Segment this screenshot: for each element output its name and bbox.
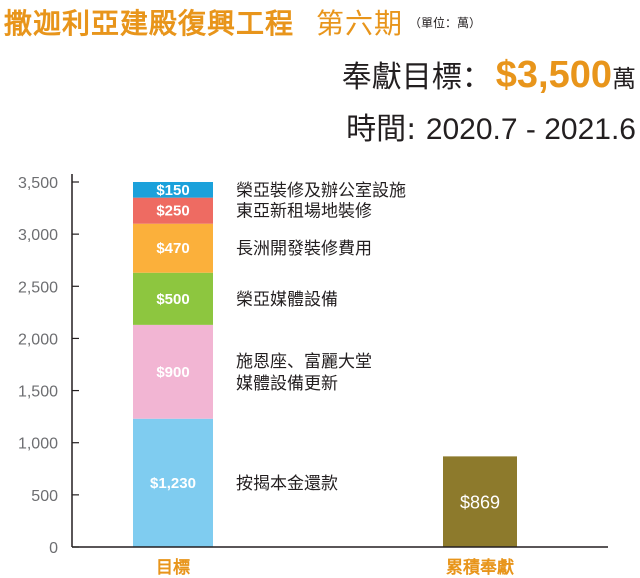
- y-tick-label: 1,000: [18, 436, 58, 453]
- legend-entry: 榮亞媒體設備: [236, 290, 338, 310]
- y-tick-label: 2,500: [18, 279, 58, 296]
- goal-label: 奉獻目標：: [341, 60, 492, 95]
- bar-labels: $1,230 $900 $500 $470 $250 $150 $869: [150, 182, 500, 513]
- goal-amount: $3,500: [495, 54, 612, 96]
- goal-line: 奉獻目標： $3,500萬: [342, 52, 636, 97]
- bar-value-label: $900: [156, 364, 189, 381]
- period-label: 時間:: [346, 112, 426, 147]
- legend-entry: 施恩座、富麗大堂: [236, 352, 372, 372]
- bar-segment: [133, 272, 213, 325]
- bar-value-label: $150: [156, 182, 189, 199]
- x-category-label: 目標: [156, 557, 190, 578]
- page-title: 撒迦利亞建殿復興工程 第六期 （單位：萬）: [4, 2, 481, 42]
- bar-segment: [443, 456, 517, 547]
- y-tick-label: 1,500: [18, 384, 58, 401]
- unit-note: （單位：萬）: [409, 16, 482, 30]
- goal-suffix: 萬: [612, 65, 636, 93]
- bar-value-label: $250: [156, 203, 189, 220]
- bar-segment: [133, 182, 213, 198]
- y-tick-label: 500: [31, 488, 58, 505]
- x-category-label: 累積奉獻: [446, 557, 514, 578]
- legend-entry: 按揭本金還款: [236, 474, 338, 494]
- bar-value-label: $869: [460, 493, 500, 513]
- y-tick-label: 2,000: [18, 331, 58, 348]
- bar-segment: [133, 197, 213, 224]
- legend-entry: 長洲開發裝修費用: [236, 239, 372, 259]
- bar-value-label: $500: [156, 291, 189, 308]
- y-tick-label: 0: [49, 540, 58, 557]
- tick-marks: [72, 181, 79, 548]
- legend-entry: 媒體設備更新: [236, 374, 338, 394]
- title-text: 撒迦利亞建殿復興工程: [4, 7, 295, 40]
- bars: [133, 182, 517, 547]
- bar-segment: [133, 223, 213, 273]
- phase-text: 第六期: [316, 7, 404, 40]
- x-category-labels: 目標 累積奉獻: [156, 557, 514, 578]
- y-tick-label: 3,500: [18, 175, 58, 192]
- period-line: 時間: 2020.7 - 2021.6: [346, 104, 636, 148]
- bar-segment: [133, 418, 213, 547]
- legend-entry: 榮亞裝修及辦公室設施: [236, 181, 406, 201]
- y-tick-labels: 0 500 1,000 1,500 2,000 2,500 3,000 3,500: [18, 175, 58, 557]
- legend-entry: 東亞新租場地裝修: [236, 202, 372, 222]
- bar-value-label: $470: [156, 240, 189, 257]
- period-value: 2020.7 - 2021.6: [425, 113, 636, 146]
- bar-value-label: $1,230: [150, 475, 196, 492]
- bar-segment: [133, 324, 213, 419]
- y-tick-label: 3,000: [18, 227, 58, 244]
